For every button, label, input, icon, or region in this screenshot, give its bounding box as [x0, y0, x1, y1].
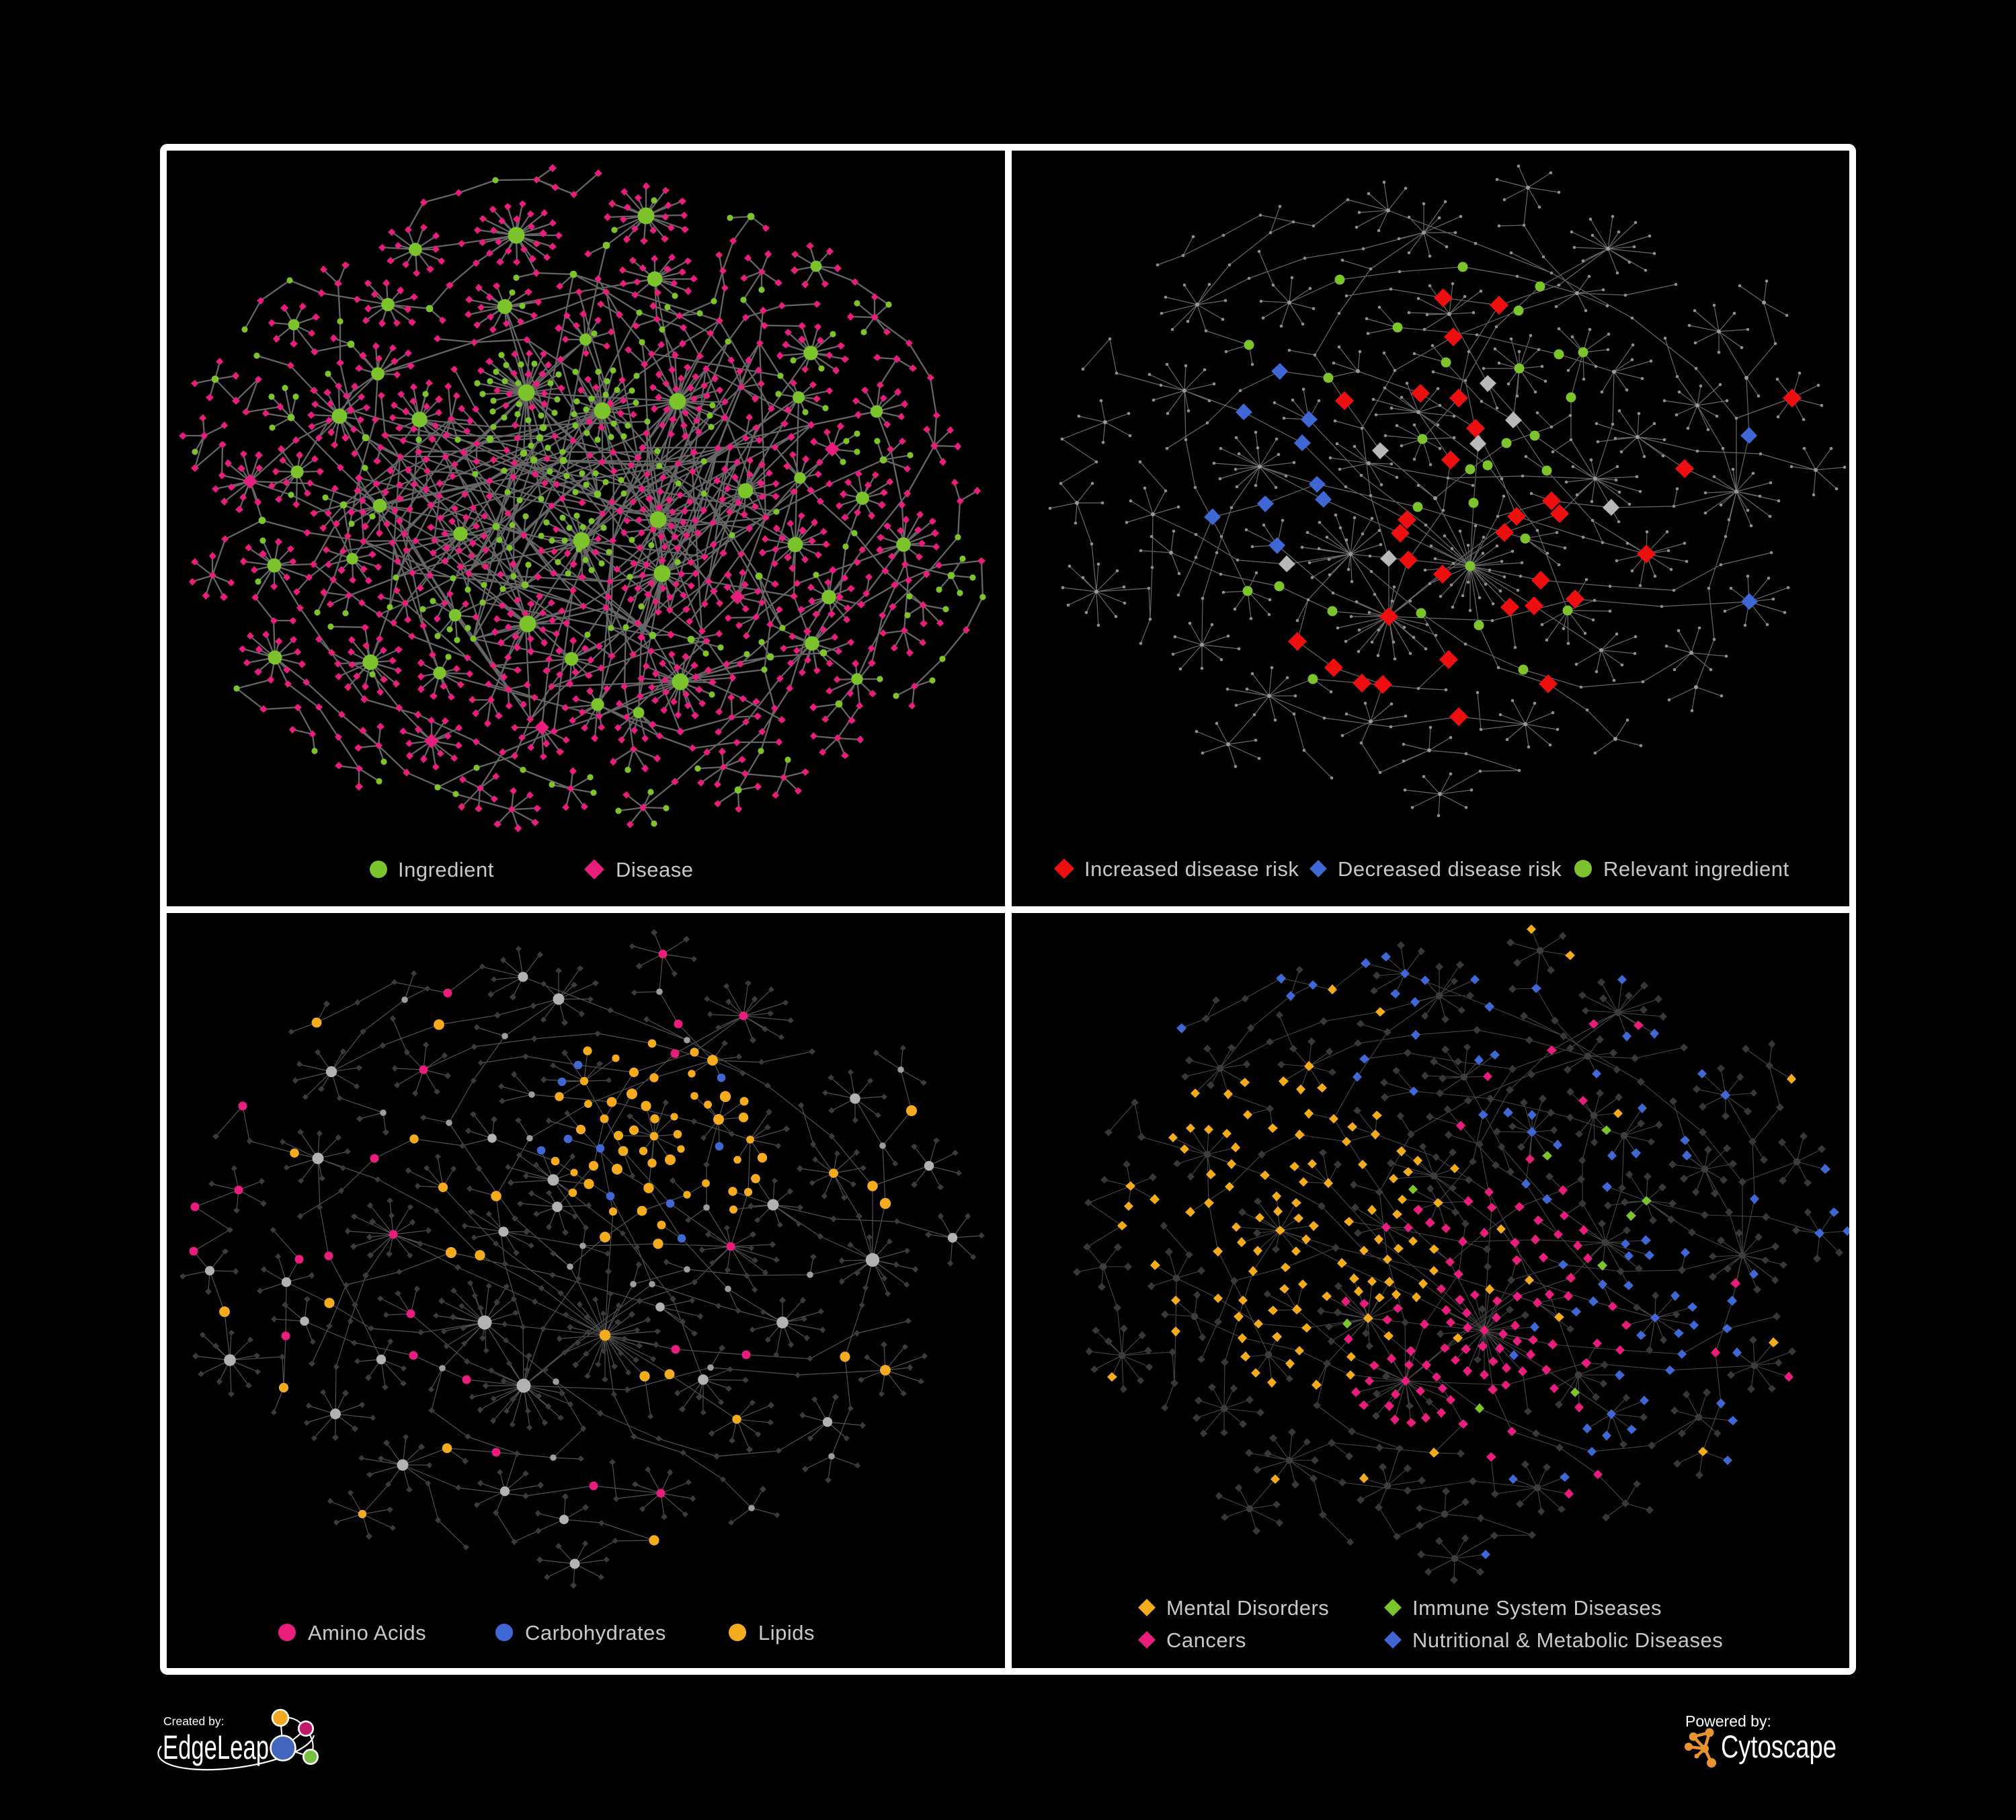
svg-text:EdgeLeap: EdgeLeap [163, 1729, 269, 1766]
svg-text:Relevant ingredient: Relevant ingredient [1603, 857, 1789, 881]
svg-text:Powered by:: Powered by: [1685, 1712, 1771, 1730]
svg-text:Cancers: Cancers [1166, 1628, 1246, 1652]
svg-text:Disease: Disease [616, 858, 694, 881]
svg-text:Carbohydrates: Carbohydrates [525, 1621, 666, 1645]
svg-text:Created by:: Created by: [163, 1714, 224, 1728]
svg-text:Decreased disease risk: Decreased disease risk [1338, 857, 1562, 881]
svg-text:Increased disease risk: Increased disease risk [1084, 857, 1299, 881]
svg-text:Ingredient: Ingredient [398, 858, 494, 881]
svg-text:Amino Acids: Amino Acids [308, 1621, 426, 1645]
svg-text:Nutritional & Metabolic Diseas: Nutritional & Metabolic Diseases [1412, 1628, 1723, 1652]
svg-text:Cytoscape: Cytoscape [1721, 1729, 1837, 1764]
svg-text:Lipids: Lipids [758, 1621, 815, 1645]
svg-text:Mental Disorders: Mental Disorders [1166, 1596, 1329, 1620]
svg-text:Immune System Diseases: Immune System Diseases [1412, 1596, 1662, 1620]
